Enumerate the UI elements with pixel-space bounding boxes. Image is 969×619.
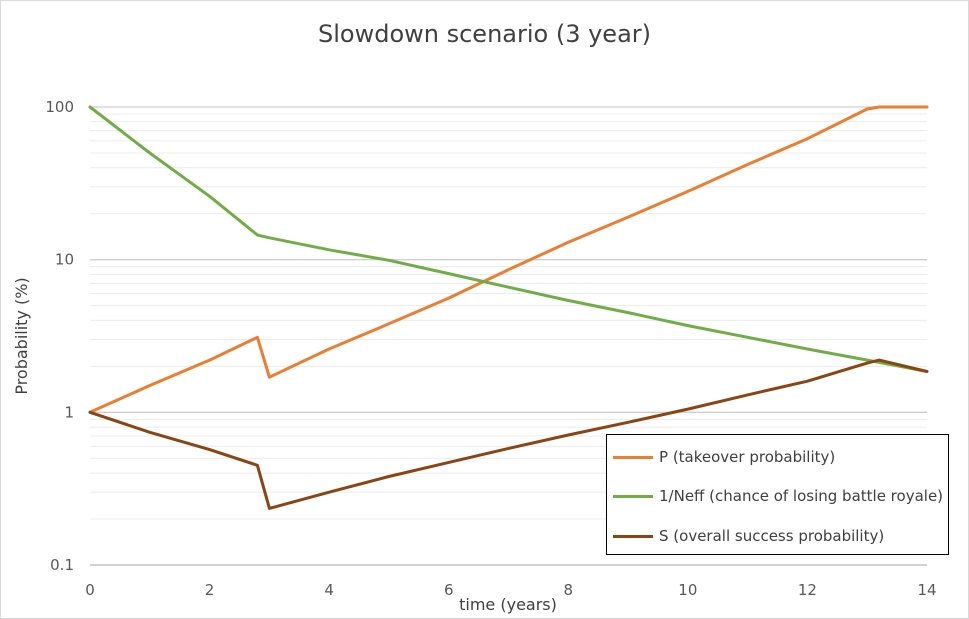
- chart-title: Slowdown scenario (3 year): [318, 20, 651, 48]
- y-tick-label: 100: [45, 98, 74, 116]
- x-tick-label: 14: [917, 581, 936, 599]
- x-tick-label: 0: [85, 581, 95, 599]
- y-tick-label: 0.1: [50, 556, 74, 574]
- y-tick-label: 1: [64, 403, 74, 421]
- legend-label-p: P (takeover probability): [659, 448, 836, 466]
- legend-swatch-neff: [613, 494, 653, 498]
- x-axis-title: time (years): [459, 595, 557, 614]
- series-line-0: [88, 105, 929, 414]
- series-line-2: [88, 358, 929, 510]
- legend-item-s: S (overall success probability): [613, 526, 884, 546]
- x-tick-label: 12: [798, 581, 817, 599]
- x-tick-label: 4: [324, 581, 334, 599]
- y-tick-label: 10: [55, 251, 74, 269]
- legend-label-neff: 1/Neff (chance of losing battle royale): [659, 487, 944, 505]
- x-tick-label: 10: [678, 581, 697, 599]
- legend-swatch-p: [613, 455, 653, 459]
- x-tick-label: 2: [205, 581, 215, 599]
- x-tick-label: 6: [444, 581, 454, 599]
- x-tick-label: 8: [564, 581, 574, 599]
- series-line-1: [88, 105, 929, 373]
- y-axis-title: Probability (%): [12, 277, 31, 394]
- legend-swatch-s: [613, 534, 653, 538]
- legend-item-neff: 1/Neff (chance of losing battle royale): [613, 486, 943, 506]
- legend-item-p: P (takeover probability): [613, 447, 835, 467]
- chart-legend: P (takeover probability) 1/Neff (chance …: [606, 434, 949, 555]
- legend-label-s: S (overall success probability): [659, 527, 885, 545]
